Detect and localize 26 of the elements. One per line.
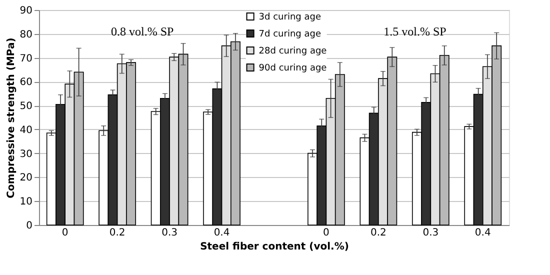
y-tick-label: 30 [20, 148, 32, 160]
legend-label: 28d curing age [258, 46, 328, 56]
y-tick-label: 10 [20, 196, 32, 208]
y-tick-label: 20 [20, 172, 32, 184]
x-tick-label: 0.2 [370, 228, 386, 238]
x-tick-label: 0.4 [214, 228, 230, 238]
x-tick-label: 0 [62, 228, 68, 238]
x-tick-label: 0 [323, 228, 330, 238]
y-tick-label: 70 [20, 53, 32, 64]
y-tick-label: 0 [26, 220, 32, 232]
y-tick-label: 50 [20, 101, 32, 112]
legend-label: 7d curing age [258, 30, 322, 40]
y-tick-label: 80 [20, 29, 32, 40]
y-tick-label: 90 [20, 6, 32, 16]
x-tick-label: 0.4 [474, 228, 491, 238]
annotation: 1.5 vol.% SP [384, 24, 447, 38]
y-tick-label: 60 [20, 77, 32, 88]
y-tick-label: 40 [20, 124, 32, 136]
x-axis-title: Steel fiber content (vol.%) [200, 242, 349, 252]
annotation: 0.8 vol.% SP [111, 24, 174, 38]
x-tick-label: 0.3 [162, 228, 178, 238]
y-axis-title: Compressive strength (MPa) [6, 38, 17, 198]
legend-label: 3d curing age [258, 12, 322, 22]
x-tick-label: 0.2 [109, 228, 126, 238]
x-tick-label: 0.3 [422, 228, 439, 238]
legend-label: 90d curing age [258, 64, 328, 74]
